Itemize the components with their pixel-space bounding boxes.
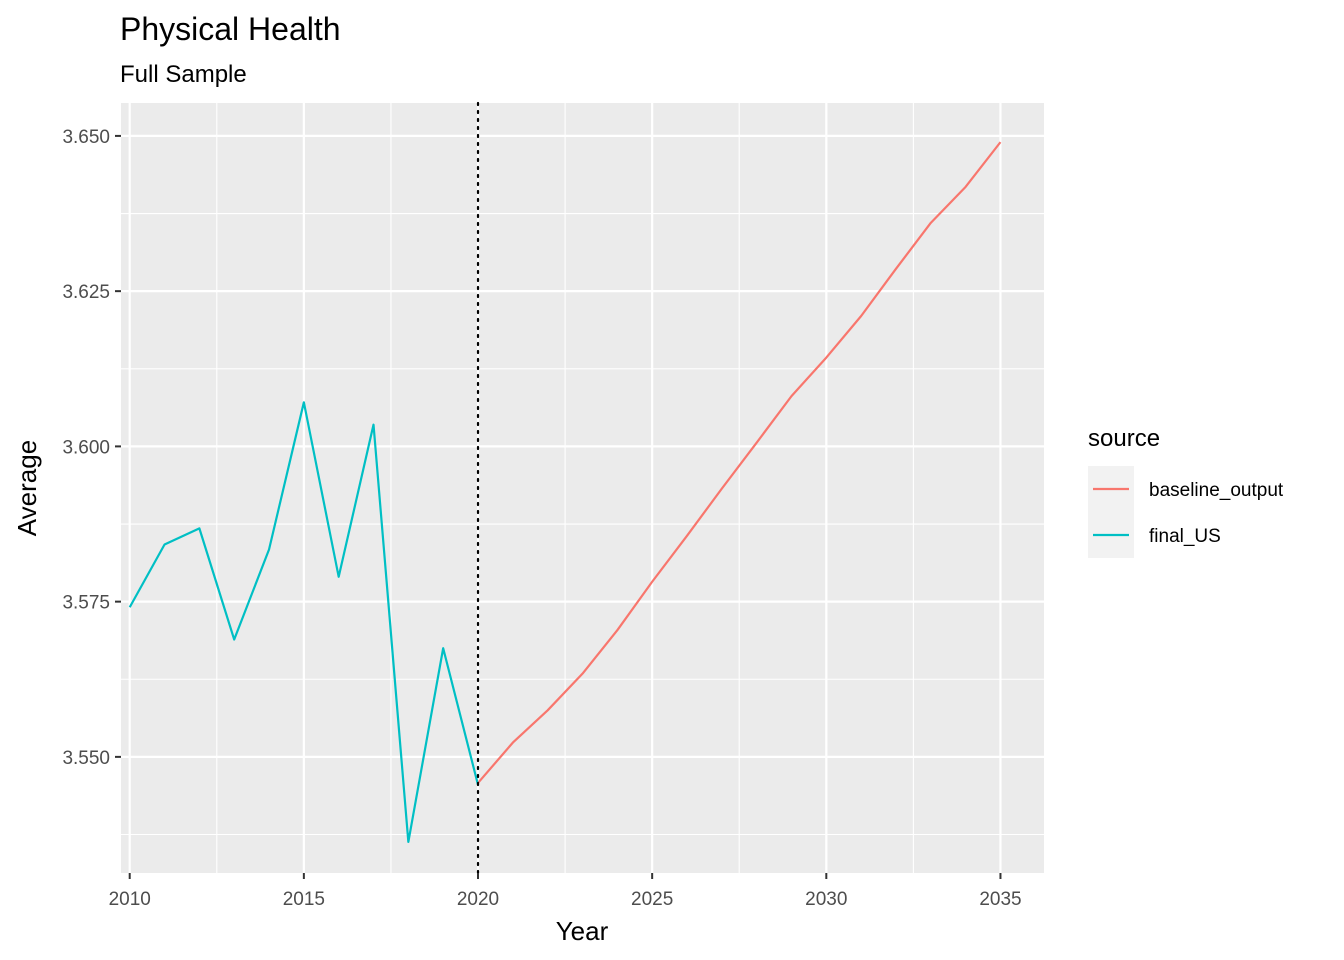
series-lines bbox=[128, 141, 1002, 844]
x-axis: 2010 2015 2020 2025 2030 2035 bbox=[109, 873, 1022, 910]
y-tick-label: 3.625 bbox=[62, 282, 110, 303]
x-tick-label: 2030 bbox=[805, 889, 847, 910]
legend-title: source bbox=[1088, 425, 1160, 452]
y-tick-label: 3.650 bbox=[62, 127, 110, 148]
series-line-final-US bbox=[128, 401, 480, 844]
x-tick-label: 2020 bbox=[457, 889, 499, 910]
x-axis-title: Year bbox=[556, 916, 609, 946]
legend: source baseline_output final_US bbox=[1088, 425, 1284, 558]
major-gridlines bbox=[121, 103, 1044, 873]
y-axis-title: Average bbox=[12, 440, 42, 536]
y-tick-label: 3.550 bbox=[62, 748, 110, 769]
x-tick-label: 2035 bbox=[979, 889, 1021, 910]
x-tick-label: 2025 bbox=[631, 889, 673, 910]
chart-title: Physical Health bbox=[120, 11, 341, 47]
x-tick-label: 2015 bbox=[283, 889, 325, 910]
legend-label-baseline-output: baseline_output bbox=[1149, 480, 1284, 501]
x-tick-label: 2010 bbox=[109, 889, 151, 910]
chart-subtitle: Full Sample bbox=[120, 61, 247, 88]
series-line-baseline-output bbox=[477, 141, 1002, 784]
legend-label-final-US: final_US bbox=[1149, 526, 1221, 547]
plot-panel bbox=[121, 103, 1044, 873]
y-tick-label: 3.600 bbox=[62, 437, 110, 458]
y-tick-label: 3.575 bbox=[62, 593, 110, 614]
y-axis: 3.550 3.575 3.600 3.625 3.650 bbox=[62, 127, 121, 769]
